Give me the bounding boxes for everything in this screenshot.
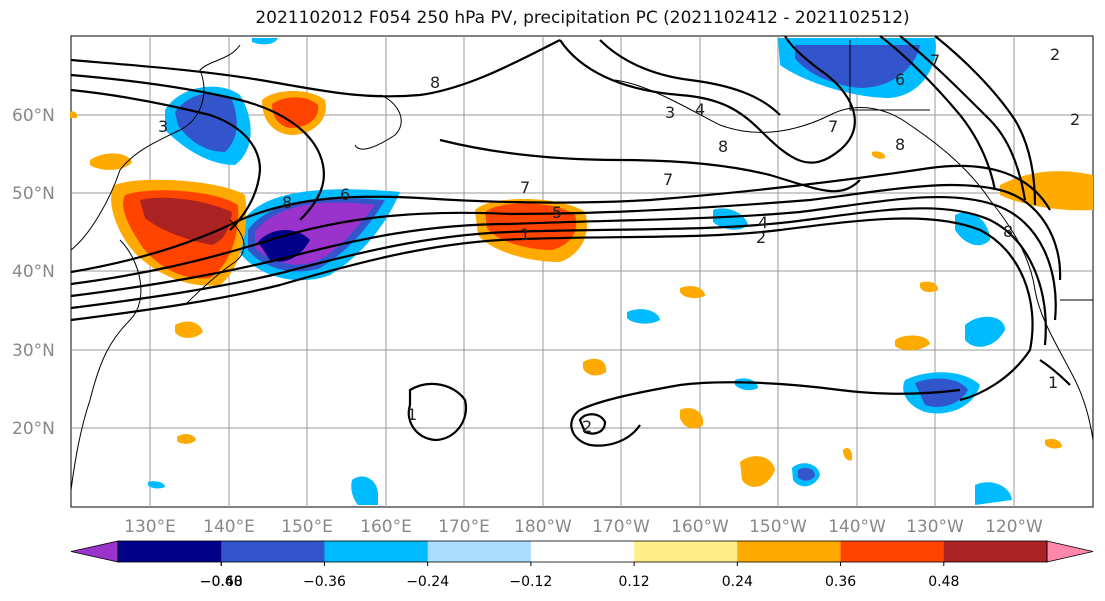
contour-label: 4 <box>758 213 768 232</box>
lon-label: 130°W <box>906 517 964 537</box>
lat-label: 60°N <box>12 106 55 126</box>
colorbar-labels: −0.60−0.48 −0.36 −0.24 −0.12 0.12 0.24 0.36 0.4… <box>200 562 959 590</box>
lat-label: 30°N <box>12 341 55 361</box>
lon-label: 130°E <box>124 517 176 537</box>
contour-label: 1 <box>520 225 530 244</box>
colorbar-swatch <box>118 541 222 562</box>
colorbar-swatch <box>324 541 429 562</box>
contour-label: 7 <box>828 117 838 136</box>
colorbar-tick-label: 0.24 <box>722 574 753 590</box>
map-title: 2021102012 F054 250 hPa PV, precipitatio… <box>255 8 910 28</box>
contour-label: 7 <box>663 170 673 189</box>
contour-label: 7 <box>930 51 940 70</box>
lon-label: 140°E <box>203 517 255 537</box>
contour-label: 8 <box>895 135 905 154</box>
lon-label: 170°W <box>592 517 650 537</box>
contour-label: 7 <box>520 178 530 197</box>
lat-label: 50°N <box>12 184 55 204</box>
lon-label: 160°W <box>671 517 729 537</box>
lat-label: 40°N <box>12 262 55 282</box>
colorbar-swatch <box>530 541 635 562</box>
map-panel: 8 3 8 6 7 5 1 3 4 8 7 4 2 7 6 7 2 2 8 8 … <box>70 35 1094 508</box>
lon-label: 140°W <box>828 517 886 537</box>
lon-label: 160°E <box>360 517 412 537</box>
colorbar <box>70 540 1094 563</box>
contour-label: 8 <box>430 73 440 92</box>
colorbar-swatch <box>634 541 738 562</box>
contour-label: 2 <box>582 417 592 436</box>
colorbar-tick-label: −0.48 <box>200 574 243 590</box>
colorbar-tick-label: 0.12 <box>619 574 650 590</box>
lon-label: 150°E <box>281 517 333 537</box>
lon-label: 180°W <box>514 517 572 537</box>
contour-label: 8 <box>1003 222 1013 241</box>
contour-label: 2 <box>1050 45 1060 64</box>
lat-label: 20°N <box>12 419 55 439</box>
colorbar-swatch <box>427 541 532 562</box>
colorbar-tick-label: 0.48 <box>928 574 959 590</box>
lon-label: 120°W <box>985 517 1043 537</box>
contour-label: 1 <box>407 405 417 424</box>
contour-label: 6 <box>340 185 350 204</box>
colorbar-extend-high <box>1046 540 1094 563</box>
contour-label: 3 <box>158 117 168 136</box>
contour-label: 6 <box>895 70 905 89</box>
contour-label: 1 <box>1048 373 1058 392</box>
contour-label: 5 <box>552 203 562 222</box>
colorbar-swatch <box>737 541 842 562</box>
contour-label: 8 <box>718 137 728 156</box>
contour-label: 4 <box>695 100 705 119</box>
colorbar-swatch <box>943 541 1048 562</box>
contour-label: 2 <box>1070 110 1080 129</box>
colorbar-swatch <box>840 541 945 562</box>
contour-label: 2 <box>756 228 766 247</box>
colorbar-tick-label: −0.12 <box>509 574 552 590</box>
lon-label: 150°W <box>749 517 807 537</box>
colorbar-swatch <box>221 541 325 562</box>
contour-labels: 8 3 8 6 7 5 1 3 4 8 7 4 2 7 6 7 2 2 8 8 … <box>158 45 1080 436</box>
colorbar-tick-label: −0.24 <box>406 574 449 590</box>
contour-label: 8 <box>282 193 292 212</box>
colorbar-tick-label: −0.36 <box>303 574 346 590</box>
colorbar-tick-label: 0.36 <box>825 574 856 590</box>
lon-label: 170°E <box>438 517 490 537</box>
lat-axis: 60°N 50°N 40°N 30°N 20°N <box>12 106 55 439</box>
colorbar-extend-low <box>70 540 119 563</box>
lon-axis: 130°E 140°E 150°E 160°E 170°E 180°W 170°… <box>124 517 1043 537</box>
pv-contours <box>70 35 1071 447</box>
coastlines <box>70 40 1094 491</box>
colorbar-tick-label: −0.60 <box>200 574 243 590</box>
contour-label: 3 <box>665 103 675 122</box>
